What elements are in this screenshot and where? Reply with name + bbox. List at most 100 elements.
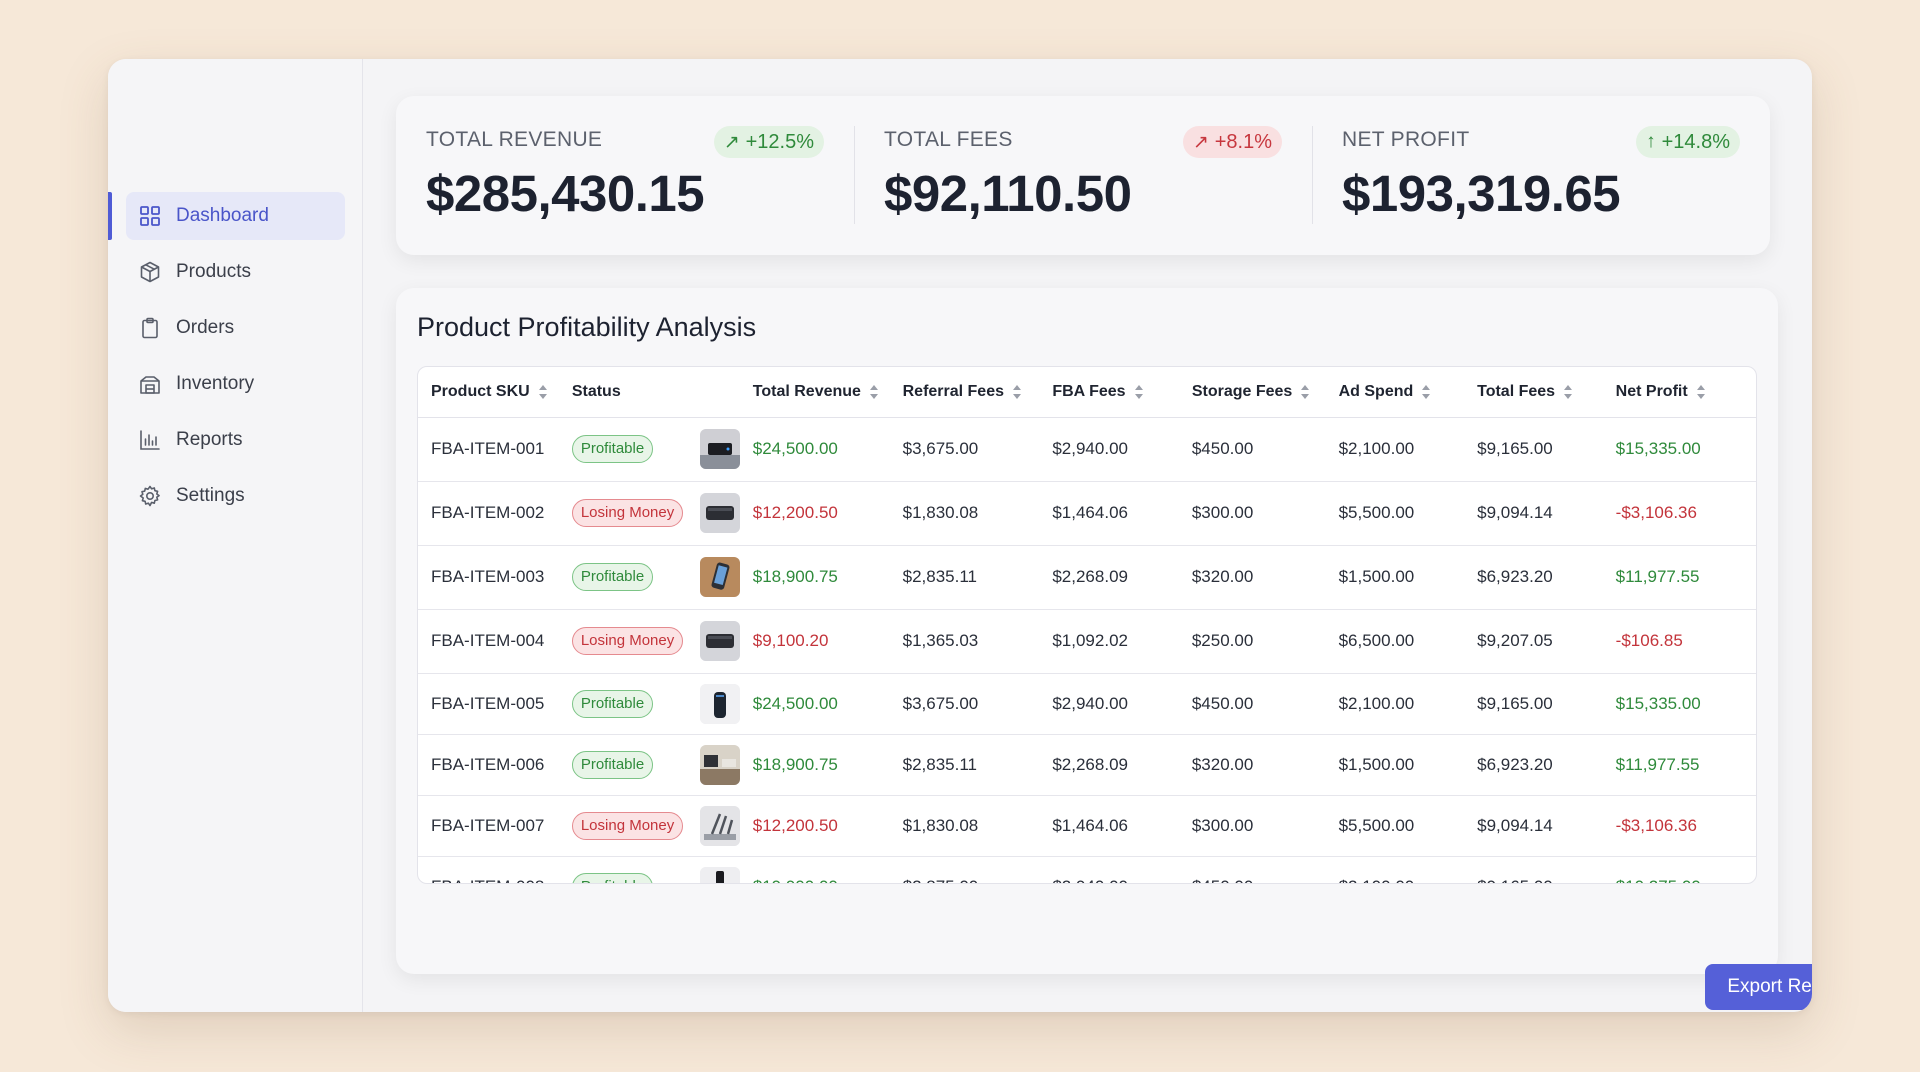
sort-icon[interactable] [1134,384,1144,400]
table-row[interactable]: FBA-ITEM-005 Profitable $24,500.00 $3,675.0… [418,673,1756,734]
table-row[interactable]: FBA-ITEM-003 Profitable $18,900.75 $2,835.1… [418,545,1756,609]
cell-total-fees: $9,165.00 [1464,856,1603,884]
export-report-button[interactable]: Export Report [1705,964,1812,1010]
table-row[interactable]: FBA-ITEM-007 Losing Money $12,200.50 $1,830… [418,795,1756,856]
sidebar-item-settings[interactable]: Settings [126,472,345,520]
status-badge: Losing Money [571,811,684,840]
table-scroll-area[interactable]: Product SKU Status Total Revenue Referra… [417,366,1757,884]
sort-icon[interactable] [1421,384,1431,400]
cell-ad-spend: $2,100.00 [1338,693,1415,713]
cell-sku: FBA-ITEM-006 [431,754,545,774]
cell-ad-spend: $2,100.00 [1326,856,1465,884]
kpi-change-badge: ↑ +14.8% [1636,126,1740,158]
status-badge: Losing Money [571,627,684,655]
product-thumbnail [699,493,740,533]
sidebar-item-inventory[interactable]: Inventory [126,360,345,408]
column-header-status: Status [571,382,621,400]
profitability-card: Product Profitability Analysis Product S… [396,288,1812,1010]
warehouse-icon [138,372,162,396]
cell-total-revenue: $18,900.75 [752,567,838,586]
column-header-fba-fees[interactable]: FBA Fees [1039,367,1178,417]
table-row[interactable]: FBA-ITEM-004 Losing Money $9,100.20 $1,365.… [418,609,1756,673]
table-row[interactable]: FBA-ITEM-006 Profitable $18,900.75 $2,835.1… [418,734,1756,795]
cell-ad-spend: $6,500.00 [1338,631,1415,650]
kpi-change: +14.8% [1661,130,1730,153]
cell-status: Losing Money [559,481,687,545]
column-header-ad-spend[interactable]: Ad Spend [1326,367,1465,417]
kpi-change: +12.5% [745,130,814,153]
cell-referral-fees: $1,830.08 [902,815,979,835]
cell-total-fees: $9,094.14 [1477,503,1553,522]
cell-status: Profitable [559,734,687,795]
arrow-up-icon: ↑ [1646,131,1656,152]
status-badge: Losing Money [571,499,684,527]
kpi-value: $193,319.65 [1342,165,1621,222]
table-header-row: Product SKU Status Total Revenue Referra… [418,367,1756,417]
app-window: Dashboard Products Orders Inventory [108,59,1812,1012]
column-header-net-profit[interactable]: Net Profit [1603,367,1756,417]
sidebar-item-dashboard[interactable]: Dashboard [108,192,345,240]
cell-storage-fees: $250.00 [1191,631,1254,650]
sidebar-item-orders[interactable]: Orders [126,304,345,352]
status-badge: Profitable [571,689,654,718]
cell-ad-spend: $1,500.00 [1338,567,1415,586]
sidebar-item-reports[interactable]: Reports [126,416,345,464]
column-header-storage-fees[interactable]: Storage Fees [1179,367,1326,417]
sort-icon[interactable] [869,384,879,400]
column-header-total-revenue[interactable]: Total Revenue [740,367,890,417]
sidebar: Dashboard Products Orders Inventory [108,59,363,1012]
table-row[interactable]: FBA-ITEM-008 Profitable $19,900.00$2,875.0… [418,856,1756,884]
product-thumbnail [699,744,740,785]
cell-total-revenue: $24,500.00 [752,693,838,713]
table-row[interactable]: FBA-ITEM-001 Profitable $24,500.00 $3,675.0… [418,417,1756,481]
cell-net-profit: $15,335.00 [1615,693,1701,713]
product-thumbnail [699,557,740,597]
cell-status: Profitable [559,545,687,609]
cell-net-profit: -$3,106.36 [1615,815,1697,835]
cell-thumbnail [687,545,740,609]
sort-icon[interactable] [1300,384,1310,400]
cell-total-fees: $9,207.05 [1477,631,1553,650]
kpi-summary-card: TOTAL REVENUE $285,430.15 ↗ +12.5% TOTAL… [396,96,1770,255]
column-header-sku[interactable]: Product SKU [418,367,559,417]
cell-net-profit: -$106.85 [1615,631,1683,650]
cell-total-revenue: $24,500.00 [752,439,838,458]
cell-status: Losing Money [559,609,687,673]
cell-referral-fees: $2,835.11 [902,567,977,586]
kpi-value: $92,110.50 [884,165,1132,222]
sidebar-item-label: Inventory [176,373,255,394]
cell-total-fees: $9,094.14 [1477,815,1553,835]
cell-ad-spend: $5,500.00 [1338,815,1415,835]
sidebar-item-products[interactable]: Products [126,248,345,296]
cell-storage-fees: $320.00 [1191,567,1254,586]
sort-icon[interactable] [1696,384,1706,400]
cell-total-revenue: $12,200.50 [752,815,838,835]
cell-fba-fees: $2,940.00 [1039,856,1178,884]
kpi-total-revenue: TOTAL REVENUE $285,430.15 ↗ +12.5% [396,96,854,255]
gear-icon [138,484,162,508]
cell-total-fees: $6,923.20 [1477,754,1553,774]
sort-icon[interactable] [538,384,548,400]
column-header-referral-fees[interactable]: Referral Fees [890,367,1040,417]
cell-total-fees: $9,165.00 [1477,693,1553,713]
cell-thumbnail [687,795,740,856]
sort-icon[interactable] [1012,384,1022,400]
table-row[interactable]: FBA-ITEM-002 Losing Money $12,200.50 $1,830… [418,481,1756,545]
cell-referral-fees: $3,675.00 [902,439,979,458]
kpi-label: TOTAL REVENUE [426,128,603,151]
cell-net-profit: $11,977.55 [1615,754,1700,774]
cell-storage-fees: $450.00 [1179,856,1326,884]
kpi-value: $285,430.15 [426,165,705,222]
sort-icon[interactable] [1563,384,1573,400]
kpi-change: +8.1% [1214,130,1272,153]
cell-sku: FBA-ITEM-002 [431,503,545,522]
kpi-total-fees: TOTAL FEES $92,110.50 ↗ +8.1% [854,96,1312,255]
table-body: FBA-ITEM-001 Profitable $24,500.00 $3,675.0… [418,417,1756,884]
cell-fba-fees: $1,464.06 [1052,815,1128,835]
cell-thumbnail [687,673,740,734]
cell-referral-fees: $2,875.00 [890,856,1040,884]
cell-net-profit: $15,335.00 [1615,439,1701,458]
sidebar-item-label: Settings [176,485,245,506]
column-header-total-fees[interactable]: Total Fees [1464,367,1603,417]
cell-sku: FBA-ITEM-005 [431,693,545,713]
